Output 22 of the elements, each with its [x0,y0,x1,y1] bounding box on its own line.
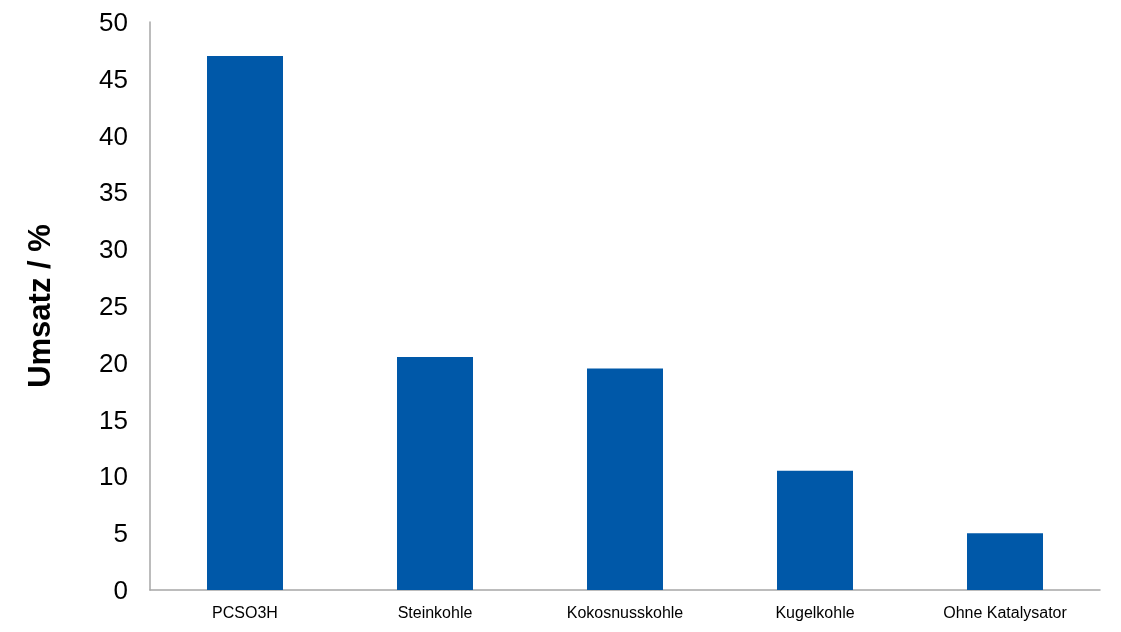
y-tick-label: 35 [99,177,128,208]
x-tick-label: PCSO3H [212,603,278,621]
y-tick-label: 20 [99,347,128,378]
bar [777,470,853,590]
x-tick-label: Steinkohle [397,603,473,621]
bar [967,533,1043,590]
y-tick-label: 0 [113,575,128,605]
y-tick-label: 10 [99,461,128,492]
x-tick-label: Ohne Katalysator [943,603,1068,621]
bar [587,368,663,590]
bar [397,357,473,590]
y-tick-label: 45 [99,63,128,94]
y-tick-label: 25 [99,291,128,321]
y-tick-label: 30 [99,234,128,265]
y-axis-title: Umsatz / % [22,224,57,388]
y-tick-label: 5 [113,518,128,549]
y-tick-label: 40 [99,120,128,151]
y-tick-label: 15 [99,404,128,435]
x-tick-label: Kokosnusskohle [566,603,684,621]
y-tick-label: 50 [99,7,128,37]
bar [207,56,283,590]
x-tick-label: Kugelkohle [775,603,855,621]
